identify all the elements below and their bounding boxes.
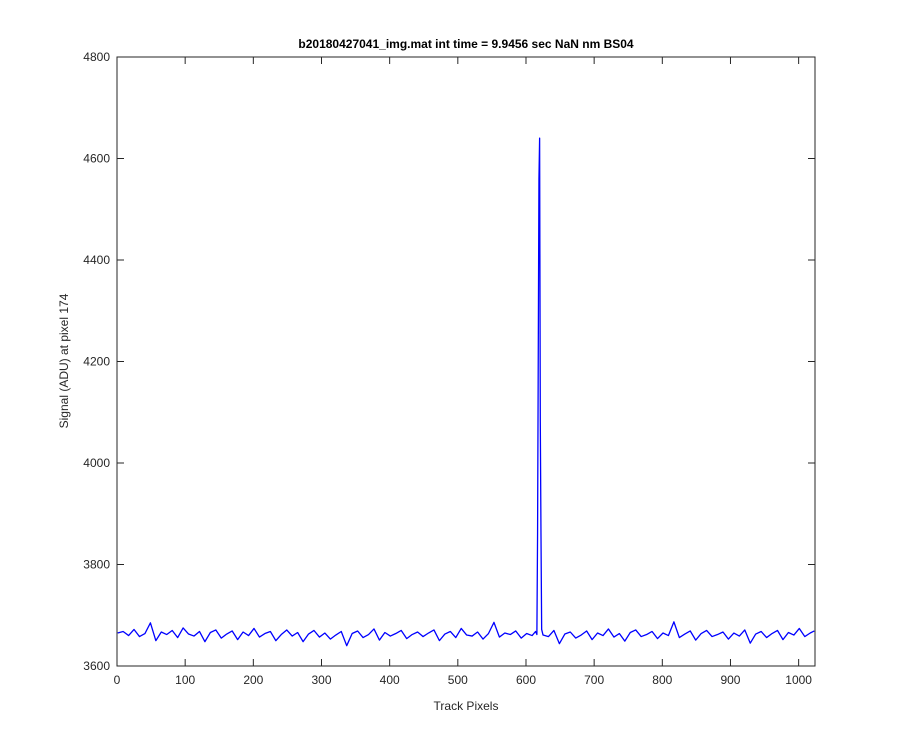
y-tick-label: 3800 bbox=[83, 558, 110, 572]
x-tick-label: 200 bbox=[243, 673, 263, 687]
y-tick-label: 4600 bbox=[83, 152, 110, 166]
x-tick-label: 0 bbox=[114, 673, 121, 687]
y-tick-label: 4200 bbox=[83, 355, 110, 369]
x-tick-label: 100 bbox=[175, 673, 195, 687]
line-series bbox=[117, 137, 815, 647]
y-tick-label: 3600 bbox=[83, 659, 110, 673]
x-tick-label: 900 bbox=[720, 673, 740, 687]
plot-area bbox=[117, 57, 815, 666]
x-tick-label: 700 bbox=[584, 673, 604, 687]
x-tick-label: 600 bbox=[516, 673, 536, 687]
x-tick-label: 500 bbox=[448, 673, 468, 687]
x-tick-label: 800 bbox=[652, 673, 672, 687]
x-tick-label: 300 bbox=[311, 673, 331, 687]
x-tick-label: 400 bbox=[380, 673, 400, 687]
y-axis-label: Signal (ADU) at pixel 174 bbox=[57, 293, 71, 428]
y-tick-label: 4800 bbox=[83, 50, 110, 64]
y-tick-label: 4400 bbox=[83, 253, 110, 267]
y-tick-label: 4000 bbox=[83, 456, 110, 470]
axes-box bbox=[116, 56, 816, 667]
x-axis-label: Track Pixels bbox=[434, 699, 499, 713]
chart-title: b20180427041_img.mat int time = 9.9456 s… bbox=[298, 37, 634, 51]
x-tick-label: 1000 bbox=[785, 673, 812, 687]
